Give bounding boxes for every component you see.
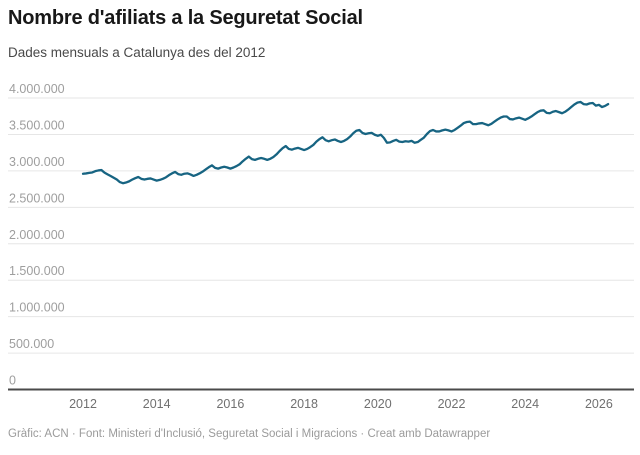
- y-tick-label: 2.500.000: [9, 191, 65, 205]
- chart-subtitle: Dades mensuals a Catalunya des del 2012: [8, 45, 266, 60]
- chart-attribution: Gràfic: ACN · Font: Ministeri d'Inclusió…: [8, 428, 491, 440]
- y-tick-label: 2.000.000: [9, 228, 65, 242]
- data-line-afiliats[interactable]: [81, 100, 610, 185]
- x-tick-label: 2022: [438, 397, 466, 411]
- chart-title: Nombre d'afiliats a la Seguretat Social: [8, 7, 363, 29]
- x-tick-label: 2016: [216, 397, 244, 411]
- y-tick-label: 500.000: [9, 337, 54, 351]
- x-tick-label: 2014: [143, 397, 171, 411]
- y-tick-label: 4.000.000: [9, 82, 65, 96]
- x-tick-label: 2024: [511, 397, 539, 411]
- y-tick-label: 3.500.000: [9, 118, 65, 132]
- x-tick-label: 2026: [585, 397, 613, 411]
- x-tick-label: 2018: [290, 397, 318, 411]
- y-tick-label: 1.500.000: [9, 264, 65, 278]
- y-tick-label: 0: [9, 374, 16, 388]
- x-tick-label: 2012: [69, 397, 97, 411]
- y-tick-label: 1.000.000: [9, 301, 65, 315]
- y-tick-label: 3.000.000: [9, 155, 65, 169]
- x-tick-label: 2020: [364, 397, 392, 411]
